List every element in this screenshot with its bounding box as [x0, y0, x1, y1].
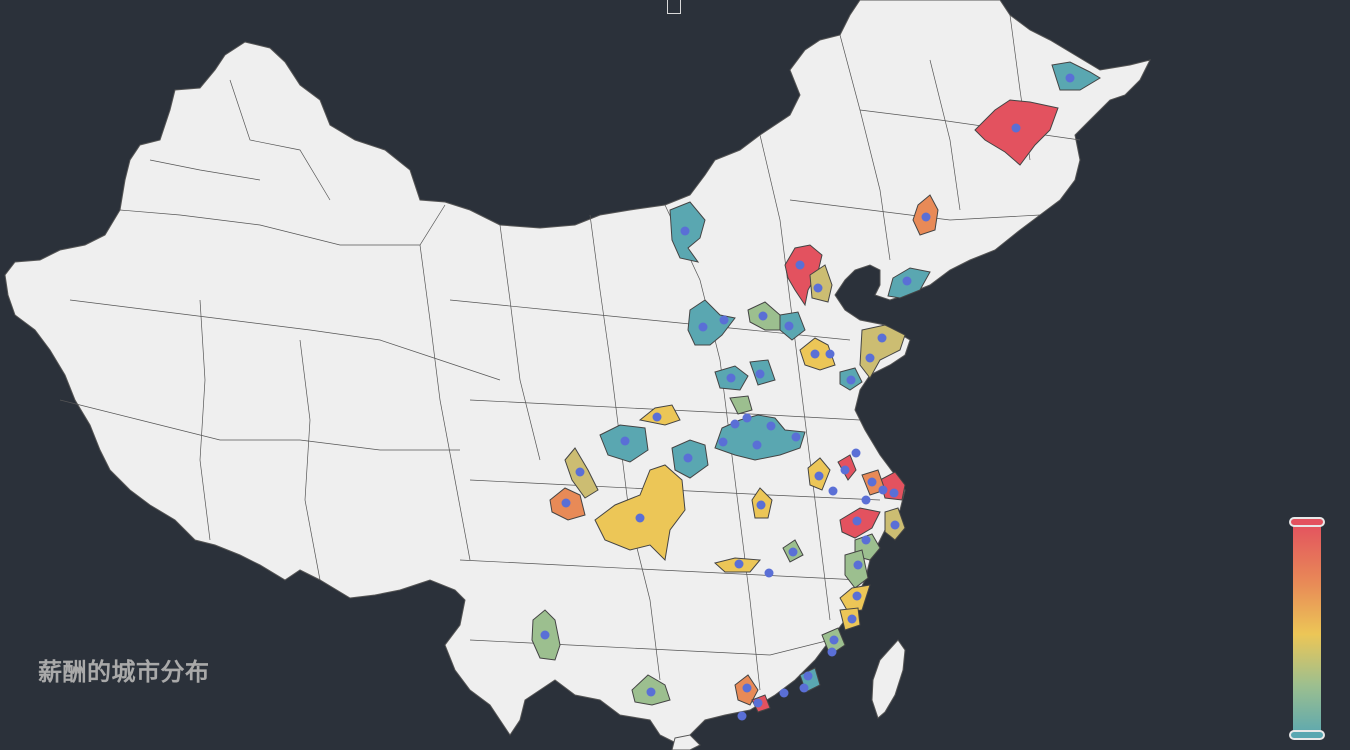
city-marker-dot[interactable] [795, 260, 805, 270]
city-marker-dot[interactable] [719, 315, 729, 325]
city-marker-dot[interactable] [779, 688, 789, 698]
city-marker-dot[interactable] [813, 283, 823, 293]
city-marker-dot[interactable] [561, 498, 571, 508]
city-marker-dot[interactable] [853, 560, 863, 570]
city-marker-dot[interactable] [726, 373, 736, 383]
city-marker-dot[interactable] [718, 437, 728, 447]
city-marker-dot[interactable] [737, 711, 747, 721]
city-chengdu[interactable] [594, 464, 686, 562]
city-heilongjiang-b[interactable] [1051, 61, 1101, 91]
city-marker-dot[interactable] [635, 513, 645, 523]
city-marker-dot[interactable] [756, 500, 766, 510]
city-marker-dot[interactable] [840, 465, 850, 475]
city-marker-dot[interactable] [652, 412, 662, 422]
city-marker-dot[interactable] [814, 471, 824, 481]
city-marker-dot[interactable] [734, 559, 744, 569]
city-marker-dot[interactable] [861, 495, 871, 505]
city-marker-dot[interactable] [825, 349, 835, 359]
city-marker-dot[interactable] [730, 419, 740, 429]
map-title: 薪酬的城市分布 [38, 658, 210, 686]
city-marker-dot[interactable] [575, 467, 585, 477]
city-marker-dot[interactable] [829, 635, 839, 645]
city-taiyuan[interactable] [687, 299, 736, 346]
city-marker-dot[interactable] [784, 321, 794, 331]
city-marker-dot[interactable] [852, 516, 862, 526]
visual-map-bottom-handle[interactable] [1289, 730, 1325, 740]
city-marker-dot[interactable] [827, 647, 837, 657]
city-marker-dot[interactable] [890, 520, 900, 530]
city-marker-dot[interactable] [788, 547, 798, 557]
city-marker-dot[interactable] [828, 486, 838, 496]
city-marker-dot[interactable] [851, 448, 861, 458]
city-marker-dot[interactable] [877, 333, 887, 343]
city-marker-dot[interactable] [889, 488, 899, 498]
city-marker-dot[interactable] [847, 614, 857, 624]
city-qingdao[interactable] [859, 324, 906, 379]
city-marker-dot[interactable] [683, 453, 693, 463]
visual-map-legend[interactable] [1288, 517, 1328, 743]
city-marker-dot[interactable] [742, 413, 752, 423]
city-marker-dot[interactable] [620, 436, 630, 446]
city-luoyang[interactable] [729, 395, 753, 415]
city-marker-dot[interactable] [758, 311, 768, 321]
city-tianjin[interactable] [809, 264, 833, 303]
city-marker-dot[interactable] [753, 698, 763, 708]
city-marker-dot[interactable] [742, 683, 752, 693]
map-top-marker [667, 0, 681, 14]
city-marker-dot[interactable] [810, 349, 820, 359]
city-marker-dot[interactable] [852, 591, 862, 601]
city-marker-dot[interactable] [1065, 73, 1075, 83]
hainan [671, 734, 701, 750]
city-marker-dot[interactable] [766, 421, 776, 431]
city-marker-dot[interactable] [680, 226, 690, 236]
city-heilongjiang-a[interactable] [974, 99, 1059, 166]
city-marker-dot[interactable] [921, 212, 931, 222]
city-marker-dot[interactable] [752, 440, 762, 450]
city-marker-dot[interactable] [865, 353, 875, 363]
city-marker-dot[interactable] [846, 375, 856, 385]
city-marker-dot[interactable] [764, 568, 774, 578]
china-landmass [4, 0, 1151, 746]
city-marker-dot[interactable] [540, 630, 550, 640]
city-marker-dot[interactable] [878, 485, 888, 495]
city-marker-dot[interactable] [1011, 123, 1021, 133]
taiwan [871, 639, 906, 719]
city-marker-dot[interactable] [698, 322, 708, 332]
city-marker-dot[interactable] [646, 687, 656, 697]
visual-map-gradient-bar [1293, 523, 1321, 737]
city-marker-dot[interactable] [799, 683, 809, 693]
city-marker-dot[interactable] [867, 477, 877, 487]
visual-map-top-handle[interactable] [1289, 517, 1325, 527]
city-marker-dot[interactable] [755, 369, 765, 379]
city-marker-dot[interactable] [803, 671, 813, 681]
city-markers [540, 73, 1075, 721]
city-marker-dot[interactable] [791, 432, 801, 442]
city-marker-dot[interactable] [902, 276, 912, 286]
city-marker-dot[interactable] [861, 535, 871, 545]
